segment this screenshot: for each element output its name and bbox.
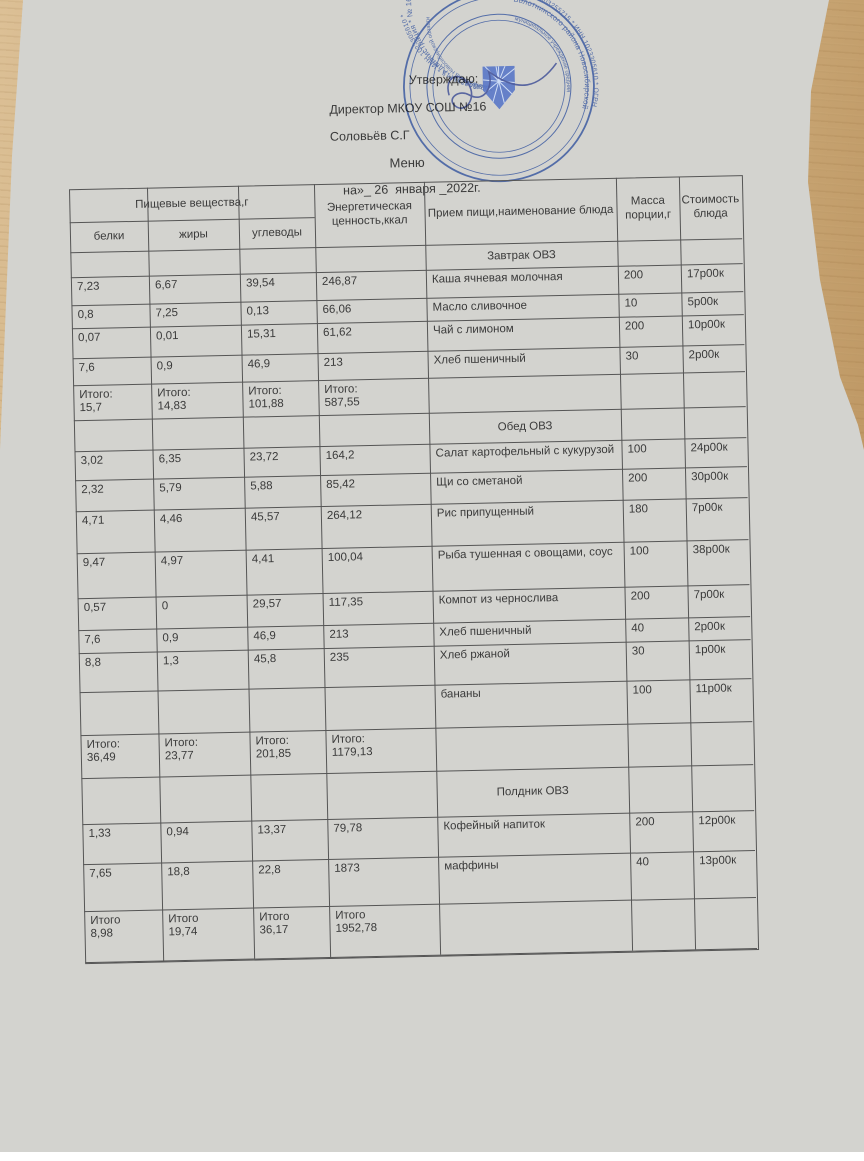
svg-text:Болотнинского района Новосибир: Болотнинского района Новосибирской xyxy=(513,0,593,112)
